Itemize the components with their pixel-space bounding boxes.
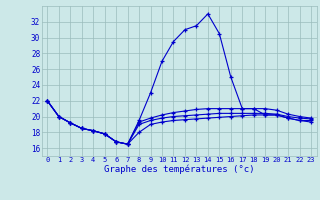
X-axis label: Graphe des températures (°c): Graphe des températures (°c): [104, 165, 254, 174]
